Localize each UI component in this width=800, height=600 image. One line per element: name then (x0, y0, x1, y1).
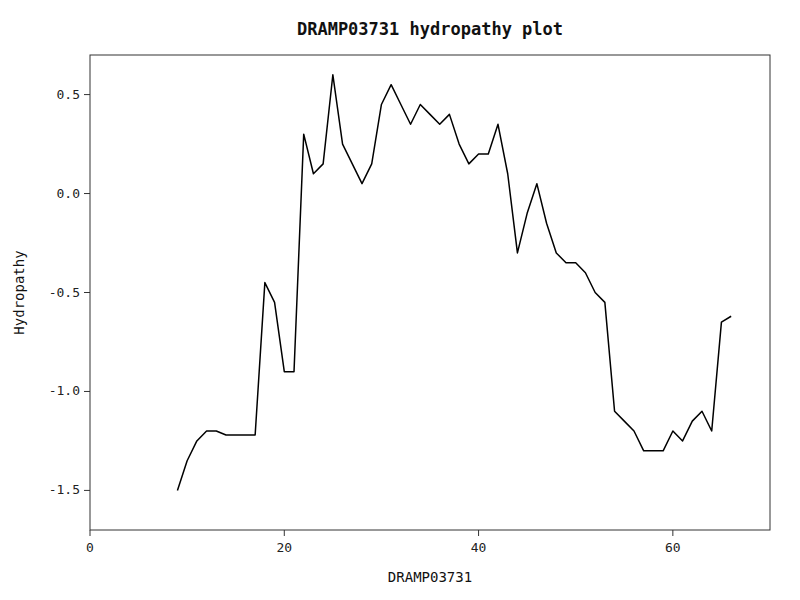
y-axis: -1.5 -1.0 -0.5 0.0 0.5 (49, 87, 90, 498)
x-axis-label: DRAMP03731 (388, 569, 472, 585)
y-axis-label: Hydropathy (11, 250, 27, 334)
chart: 0 20 40 60 -1.5 -1.0 -0.5 0.0 0.5 DRAMP03731 hydr… (0, 0, 800, 600)
x-tick (478, 530, 479, 536)
y-tick (84, 391, 90, 392)
y-tick-label: 0.5 (57, 87, 80, 102)
y-tick (84, 490, 90, 491)
x-tick (90, 530, 91, 536)
plot-area (177, 75, 731, 491)
y-tick-label: 0.0 (57, 186, 80, 201)
x-axis: 0 20 40 60 (86, 530, 681, 555)
x-tick (284, 530, 285, 536)
x-tick (672, 530, 673, 536)
x-tick-label: 0 (86, 540, 94, 555)
y-tick-label: -1.5 (49, 482, 80, 497)
y-tick-label: -1.0 (49, 383, 80, 398)
plot-frame (90, 55, 770, 530)
x-tick-label: 40 (471, 540, 487, 555)
y-tick (84, 193, 90, 194)
x-tick-label: 60 (665, 540, 681, 555)
y-tick (84, 94, 90, 95)
y-tick-label: -0.5 (49, 285, 80, 300)
chart-container: 0 20 40 60 -1.5 -1.0 -0.5 0.0 0.5 DRAMP03731 hydr… (0, 0, 800, 600)
title: DRAMP03731 hydropathy plot (297, 19, 563, 39)
x-tick-label: 20 (276, 540, 292, 555)
y-tick (84, 292, 90, 293)
data-line (177, 75, 731, 491)
background (0, 0, 800, 600)
